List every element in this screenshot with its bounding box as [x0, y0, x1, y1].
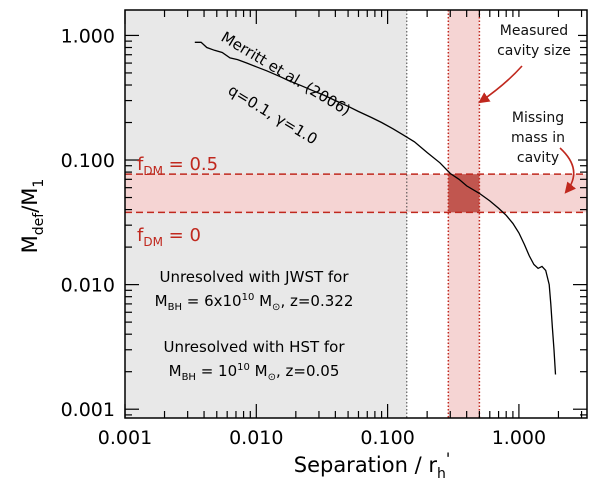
missing-label-box [498, 106, 578, 168]
measured-arrow [478, 65, 523, 104]
hst-label-line1: Unresolved with HST for [163, 338, 345, 356]
hst-label-line2: MBH = 1010 M⊙, z=0.05 [169, 362, 340, 383]
cavity-size-band [448, 10, 480, 418]
y-axis-title: Mdef/M1 [18, 179, 47, 254]
missing-label-line1: Missing [512, 110, 564, 126]
fdm-low-label: fDM = 0 [137, 225, 201, 249]
unresolved-region [125, 10, 407, 418]
merritt-curve [194, 41, 557, 375]
x-tick-label: 1.000 [492, 427, 546, 449]
measured-label-line1: Measured [500, 23, 568, 39]
x-axis-title: Separation / rh' [294, 449, 451, 482]
x-tick-label: 0.010 [229, 427, 283, 449]
x-tick-label: 0.100 [360, 427, 414, 449]
fdm-band [125, 174, 587, 213]
axis-ticks [124, 10, 587, 418]
jwst-label-line1: Unresolved with JWST for [159, 268, 349, 286]
y-tick-label: 0.010 [61, 275, 115, 297]
missing-arrow [559, 147, 577, 194]
x-tick-label: 0.001 [98, 427, 152, 449]
missing-label-line3: cavity [517, 150, 559, 166]
plot-frame [124, 9, 588, 419]
jwst-label-line2: MBH = 6x1010 M⊙, z=0.322 [155, 292, 354, 313]
missing-mass-box [448, 174, 480, 213]
fdm-high-label: fDM = 0.5 [137, 154, 218, 178]
y-tick-label: 0.001 [61, 399, 115, 421]
measured-label-box [490, 17, 578, 62]
measured-label-line2: cavity size [497, 43, 571, 59]
missing-label-line2: mass in [511, 130, 565, 146]
y-tick-label: 1.000 [61, 25, 115, 47]
y-tick-label: 0.100 [61, 150, 115, 172]
